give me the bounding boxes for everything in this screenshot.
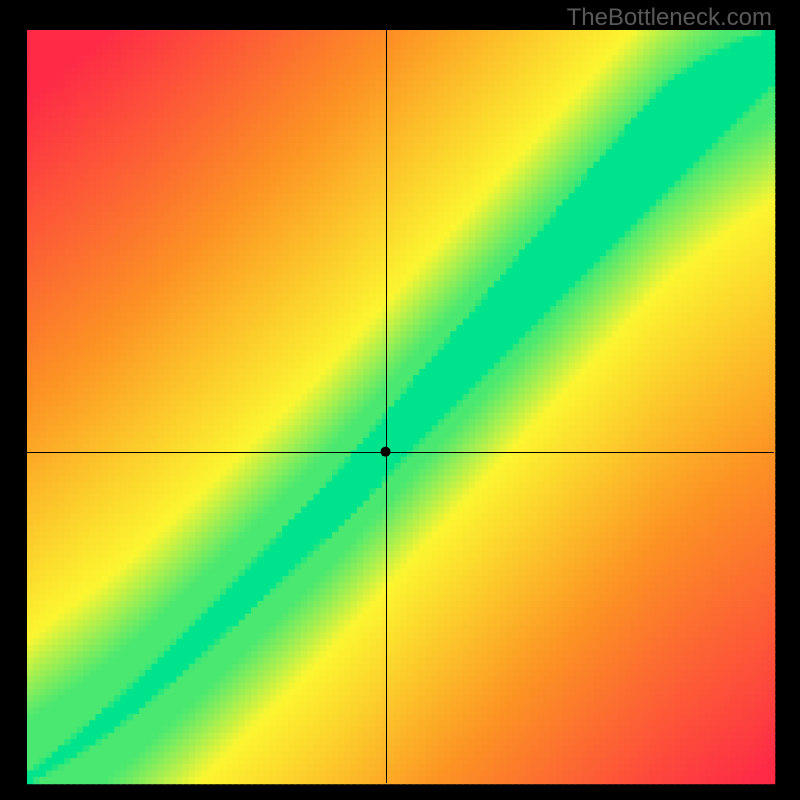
watermark-text: TheBottleneck.com	[567, 4, 772, 32]
bottleneck-heatmap	[0, 0, 800, 800]
chart-container: { "canvas": { "width": 800, "height": 80…	[0, 0, 800, 800]
